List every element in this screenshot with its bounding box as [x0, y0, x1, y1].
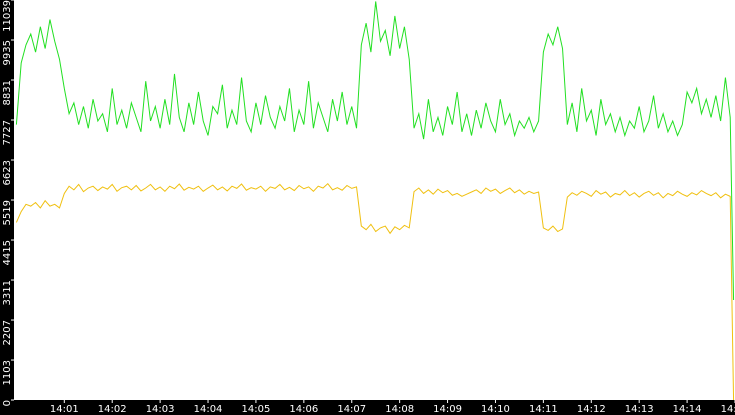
x-tick-label: 14:01 — [50, 404, 79, 415]
x-tick-label: 14:13 — [625, 404, 654, 415]
series-line — [15, 182, 735, 401]
y-tick-label: 8831 — [2, 80, 13, 105]
y-tick-label: 0 — [2, 400, 13, 406]
x-tick-label: 14:03 — [146, 404, 175, 415]
x-tick-label: 14:08 — [385, 404, 414, 415]
y-tick-label: 3311 — [2, 280, 13, 305]
x-tick-label: 14:15 — [721, 404, 735, 415]
x-axis-bar — [0, 400, 735, 415]
x-tick-label: 14:10 — [481, 404, 510, 415]
x-tick-label: 14:02 — [98, 404, 127, 415]
x-tick-label: 14:05 — [242, 404, 271, 415]
y-tick-label: 2207 — [2, 320, 13, 345]
y-tick-label: 7727 — [2, 120, 13, 145]
y-tick-label: 11039 — [2, 0, 13, 32]
y-tick-label: 6623 — [2, 160, 13, 185]
y-tick-label: 9935 — [2, 40, 13, 65]
x-tick-label: 14:07 — [337, 404, 366, 415]
x-tick-label: 14:14 — [673, 404, 702, 415]
x-tick-label: 14:04 — [194, 404, 223, 415]
y-tick-label: 1103 — [2, 360, 13, 385]
series-line — [15, 1, 735, 300]
y-tick-label: 4415 — [2, 240, 13, 265]
y-axis-bar — [0, 0, 14, 415]
x-tick-label: 14:09 — [433, 404, 462, 415]
x-tick-label: 14:11 — [529, 404, 558, 415]
x-tick-label: 14:06 — [289, 404, 318, 415]
y-tick-label: 5519 — [2, 200, 13, 225]
x-tick-label: 14:12 — [577, 404, 606, 415]
